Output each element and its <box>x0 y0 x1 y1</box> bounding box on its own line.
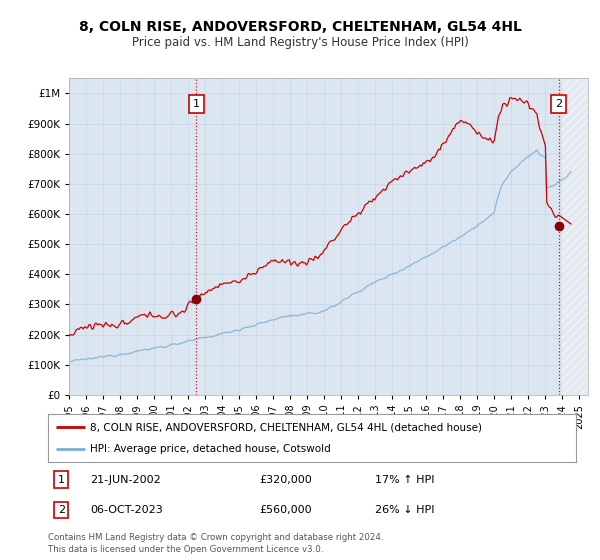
Text: 2: 2 <box>58 505 65 515</box>
Text: Contains HM Land Registry data © Crown copyright and database right 2024.
This d: Contains HM Land Registry data © Crown c… <box>48 533 383 554</box>
Text: 1: 1 <box>58 475 65 484</box>
Text: HPI: Average price, detached house, Cotswold: HPI: Average price, detached house, Cots… <box>90 444 331 454</box>
Text: 21-JUN-2002: 21-JUN-2002 <box>90 475 161 484</box>
Text: 1: 1 <box>193 99 200 109</box>
Text: 17% ↑ HPI: 17% ↑ HPI <box>376 475 435 484</box>
Text: 2: 2 <box>555 99 562 109</box>
Text: 06-OCT-2023: 06-OCT-2023 <box>90 505 163 515</box>
Text: £320,000: £320,000 <box>259 475 312 484</box>
Text: 8, COLN RISE, ANDOVERSFORD, CHELTENHAM, GL54 4HL: 8, COLN RISE, ANDOVERSFORD, CHELTENHAM, … <box>79 20 521 34</box>
Bar <box>562 78 596 395</box>
Text: 8, COLN RISE, ANDOVERSFORD, CHELTENHAM, GL54 4HL (detached house): 8, COLN RISE, ANDOVERSFORD, CHELTENHAM, … <box>90 422 482 432</box>
Text: Price paid vs. HM Land Registry's House Price Index (HPI): Price paid vs. HM Land Registry's House … <box>131 36 469 49</box>
Text: 26% ↓ HPI: 26% ↓ HPI <box>376 505 435 515</box>
Text: £560,000: £560,000 <box>259 505 312 515</box>
Bar <box>562 78 596 395</box>
